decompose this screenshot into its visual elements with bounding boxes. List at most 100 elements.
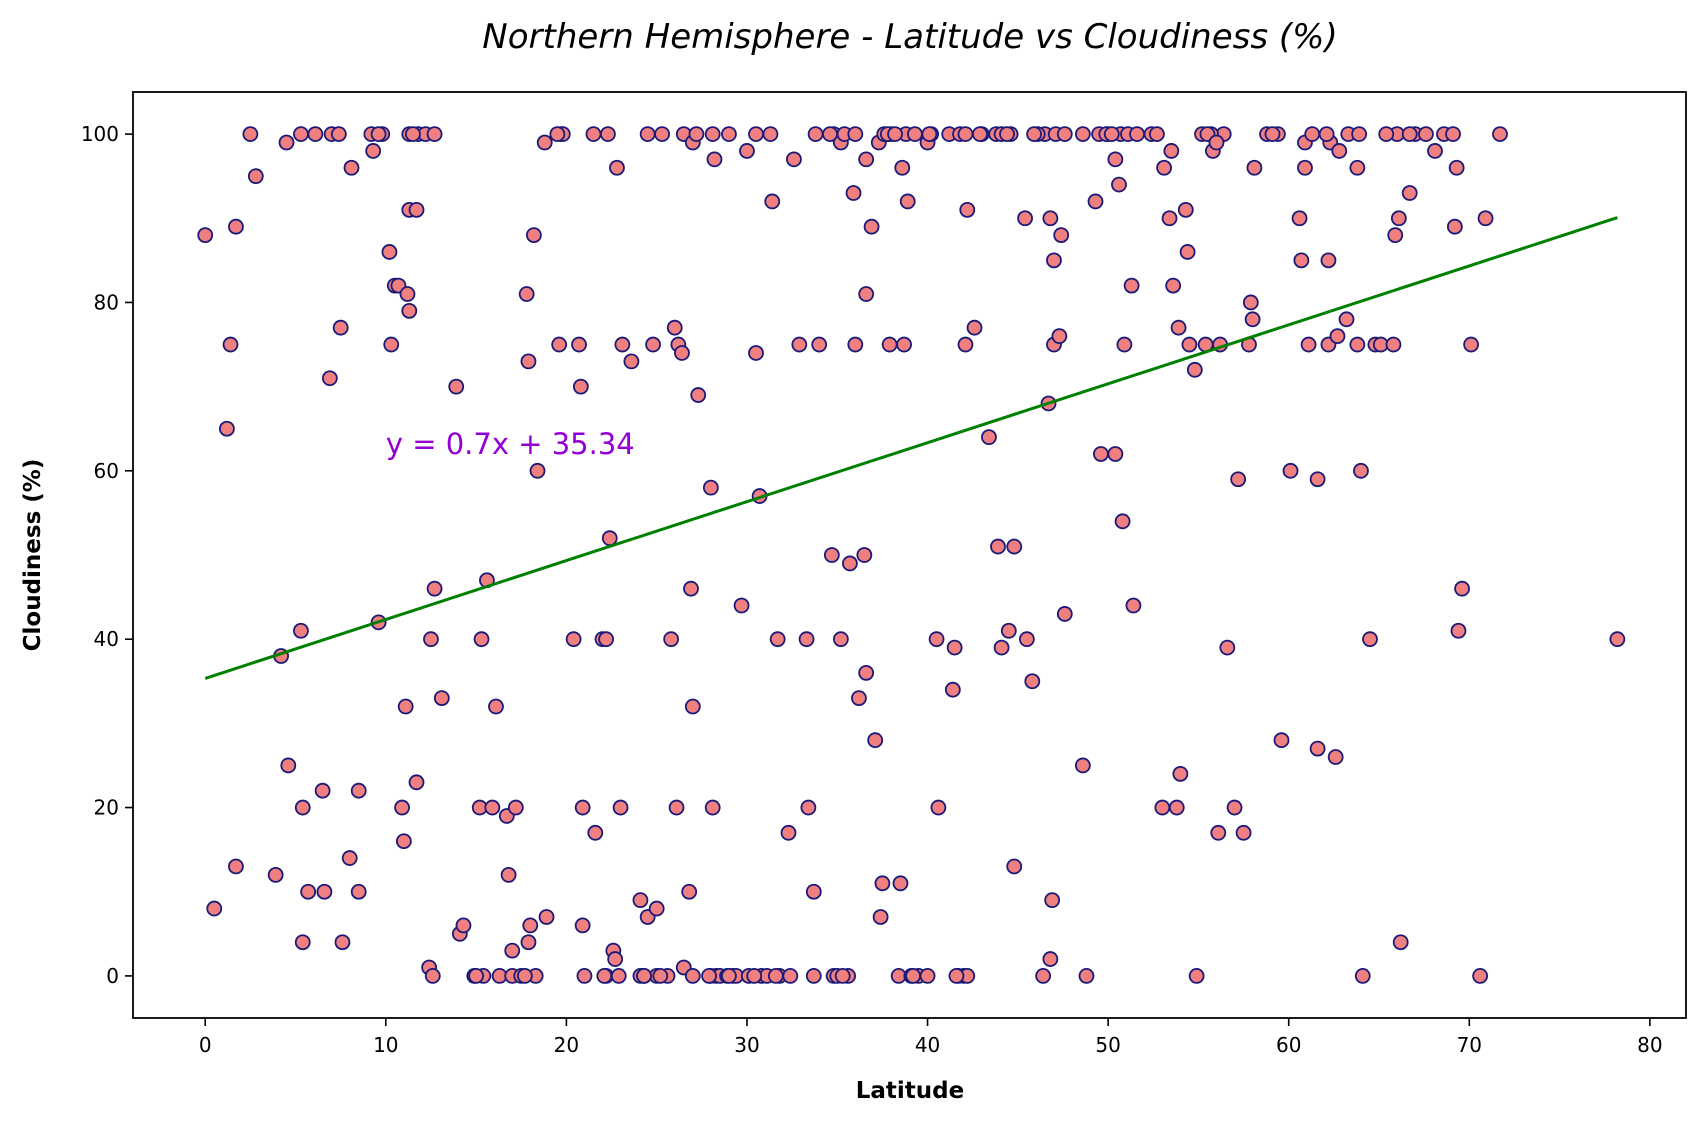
- x-tick-label: 0: [199, 1033, 212, 1057]
- plot-area-frame: [132, 91, 1687, 1019]
- data-point: [1103, 126, 1120, 142]
- data-point: [858, 664, 875, 681]
- data-point: [484, 799, 501, 816]
- data-point: [278, 134, 295, 151]
- data-point: [433, 690, 450, 707]
- data-point: [1226, 799, 1243, 816]
- data-point: [332, 319, 349, 336]
- x-tick-label: 50: [1095, 1033, 1120, 1057]
- data-point: [684, 968, 701, 984]
- y-tick-label: 40: [94, 627, 119, 651]
- data-point: [1609, 631, 1626, 648]
- data-point: [1046, 252, 1062, 269]
- data-point: [652, 968, 669, 984]
- data-point: [834, 968, 851, 984]
- data-point: [948, 968, 965, 984]
- data-point: [516, 968, 533, 984]
- data-point: [424, 968, 441, 984]
- data-point: [1454, 580, 1470, 597]
- data-point: [648, 900, 665, 917]
- data-point: [1235, 824, 1252, 841]
- data-point: [1297, 159, 1313, 176]
- data-point: [1392, 934, 1409, 951]
- data-point: [944, 681, 961, 698]
- data-point: [690, 387, 707, 403]
- data-point: [907, 126, 923, 142]
- data-point: [1044, 892, 1061, 909]
- data-point: [1385, 336, 1402, 353]
- data-point: [307, 126, 324, 142]
- data-point: [981, 429, 997, 446]
- data-point: [394, 799, 410, 816]
- data-point: [999, 126, 1015, 142]
- data-point: [247, 168, 264, 185]
- data-point: [1210, 824, 1227, 841]
- data-point: [1170, 319, 1187, 336]
- data-point: [294, 799, 311, 816]
- data-point: [1114, 513, 1131, 530]
- data-point: [832, 631, 849, 648]
- data-point: [571, 336, 587, 353]
- data-point: [1282, 462, 1299, 479]
- data-point: [423, 631, 439, 648]
- data-point: [1450, 622, 1467, 639]
- data-point: [408, 201, 425, 218]
- data-point: [330, 126, 347, 142]
- data-point: [538, 909, 555, 925]
- data-point: [1051, 328, 1068, 345]
- data-point: [959, 201, 976, 218]
- data-point: [1300, 336, 1317, 353]
- data-point: [1078, 968, 1095, 984]
- data-point: [782, 968, 799, 984]
- data-point: [1349, 159, 1366, 176]
- chart-title: Northern Hemisphere - Latitude vs Cloudi…: [482, 17, 1337, 57]
- data-point: [383, 336, 400, 353]
- data-point: [1074, 757, 1091, 774]
- data-point: [1093, 446, 1109, 462]
- data-point: [1387, 227, 1404, 244]
- data-point: [894, 159, 911, 176]
- data-point: [1242, 294, 1259, 311]
- data-point: [1074, 126, 1091, 142]
- y-tick-label: 0: [106, 964, 119, 988]
- data-point: [607, 951, 624, 967]
- data-point: [632, 892, 649, 909]
- data-point: [1018, 631, 1035, 648]
- data-point: [408, 774, 425, 791]
- data-point: [674, 345, 690, 361]
- data-point: [807, 126, 824, 142]
- data-point: [598, 631, 615, 648]
- data-point: [872, 909, 889, 925]
- data-point: [341, 850, 358, 866]
- data-point: [300, 883, 317, 900]
- data-point: [397, 698, 414, 715]
- y-axis-ticks: 0 20 40 60 80 100: [81, 122, 133, 988]
- data-point: [1219, 639, 1236, 656]
- data-point: [683, 580, 699, 597]
- data-point: [448, 378, 465, 395]
- data-point: [500, 866, 517, 883]
- data-point: [1273, 732, 1290, 749]
- y-axis-label: Cloudiness (%): [20, 459, 46, 652]
- data-point: [896, 336, 912, 353]
- data-point: [610, 968, 627, 984]
- data-point: [1168, 799, 1185, 816]
- data-point: [1401, 185, 1418, 201]
- data-point: [405, 126, 421, 142]
- data-point: [1463, 336, 1480, 353]
- data-point: [488, 698, 504, 715]
- data-point: [858, 151, 875, 168]
- data-point: [518, 286, 535, 302]
- data-point: [805, 968, 822, 984]
- data-point: [823, 547, 840, 563]
- data-point: [529, 462, 546, 479]
- x-tick-label: 10: [373, 1033, 398, 1057]
- data-point: [733, 597, 750, 614]
- data-point: [426, 126, 443, 142]
- data-point: [946, 639, 963, 656]
- data-point: [1156, 159, 1173, 176]
- data-point: [1042, 951, 1059, 967]
- data-point: [1154, 799, 1171, 816]
- data-point: [805, 883, 822, 900]
